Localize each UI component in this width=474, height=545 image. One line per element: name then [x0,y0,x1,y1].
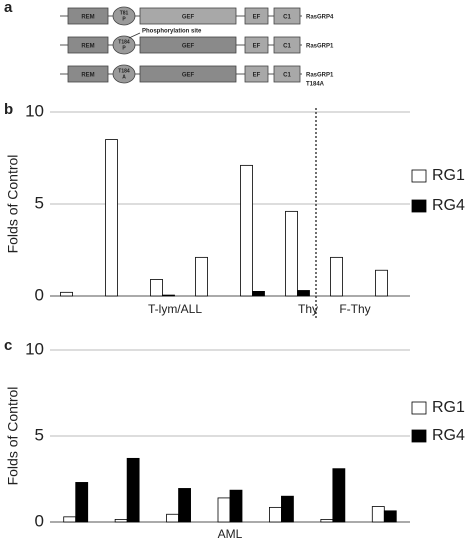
y-tick-label: 0 [35,285,44,304]
legend-swatch [411,199,427,213]
domain-box [67,65,109,83]
site-circle [112,6,136,26]
domain-label: C1 [283,73,291,79]
bar [297,290,310,297]
domain-box [244,36,269,54]
domain-box [67,36,109,54]
bar [252,290,265,297]
domain-label: GEF [182,44,195,50]
site-circle [112,35,136,55]
bar [126,457,140,523]
bar [114,519,128,523]
domain-label: EF [253,73,261,79]
domain-label: EF [253,15,261,21]
bar [195,256,208,297]
legend-label: RG1 [432,399,465,416]
protein-name: RasGRP1 [306,44,334,50]
legend-label: RG4 [432,197,465,214]
domain-label: C1 [283,15,291,21]
domain-box [67,7,109,25]
bar [332,468,346,523]
bar [285,210,298,297]
x-group-label: T-lym/ALL [148,302,202,316]
legend-swatch [411,401,427,415]
bar [371,506,385,523]
x-group-label: Thy [298,302,318,316]
bar [229,489,243,523]
domain-box [139,65,237,83]
bar [217,497,231,523]
x-group-label: F-Thy [339,302,370,316]
domain-label: GEF [182,15,195,21]
bar [320,519,334,523]
domain-label: EF [253,44,261,50]
domain-box [244,7,269,25]
domain-box [273,36,301,54]
bar [150,279,163,297]
bar [162,294,175,297]
bar [240,164,253,297]
bar [330,256,343,297]
protein-name: RasGRP1 [306,73,334,79]
bar [75,482,89,523]
x-group-label: AML [218,527,243,541]
domain-label: REM [81,73,94,79]
bar [281,495,294,523]
protein-name: T184A [306,82,325,88]
domain-box [139,36,237,54]
site-circle [112,64,136,84]
protein-name: RasGRP4 [306,15,334,21]
y-tick-label: 5 [35,425,44,444]
site-label: T184 [118,39,130,45]
site-label: T184 [118,68,130,74]
y-axis-label: Folds of Control [5,387,21,486]
y-tick-label: 5 [35,193,44,212]
y-tick-label: 0 [35,511,44,530]
domain-label: C1 [283,44,291,50]
panel-label: c [4,337,12,354]
panel-label: b [4,101,13,118]
domain-box [273,65,301,83]
bar [269,506,282,523]
legend-label: RG1 [432,167,465,184]
domain-label: GEF [182,73,195,79]
domain-box [244,65,269,83]
bar [105,139,118,297]
legend-swatch [411,169,427,183]
panel-label: a [4,0,13,16]
bar [178,488,191,523]
bar [60,291,73,297]
y-tick-label: 10 [25,101,44,120]
domain-label: REM [81,44,94,50]
site-label: P [122,16,126,22]
y-tick-label: 10 [25,339,44,358]
annotation-arrow [128,32,141,39]
bar [63,516,77,523]
y-axis-label: Folds of Control [5,155,21,254]
bar [383,510,397,523]
site-label: T81 [120,10,129,16]
legend-label: RG4 [432,427,465,444]
site-label: P [122,45,126,51]
bar [375,269,388,297]
legend-swatch [411,429,427,443]
annotation: Phosphorylation site [142,29,202,35]
domain-box [273,7,301,25]
domain-box [139,7,237,25]
site-label: A [122,74,126,80]
domain-label: REM [81,15,94,21]
bar [166,513,179,523]
